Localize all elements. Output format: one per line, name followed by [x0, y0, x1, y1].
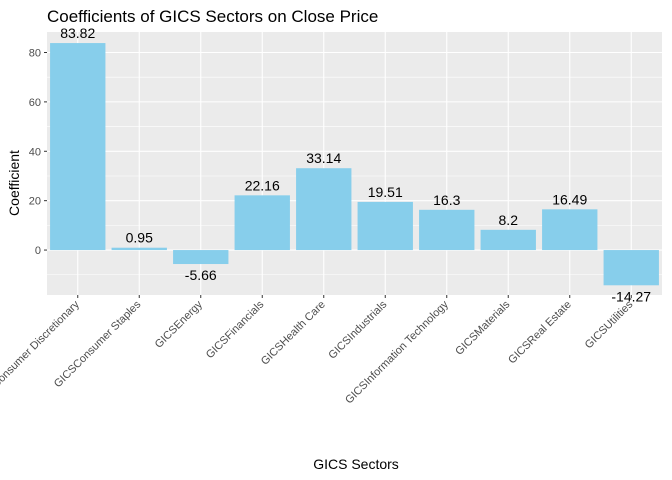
bar-value-label: 16.49 — [552, 191, 587, 207]
x-axis-title: GICS Sectors — [313, 456, 399, 472]
bar-value-label: -14.27 — [611, 288, 651, 304]
bar — [111, 247, 167, 251]
x-tick-label: GICSMaterials — [453, 298, 512, 357]
x-tick-label: GICSFinancials — [204, 298, 267, 361]
bar — [542, 209, 598, 251]
bar — [296, 168, 352, 251]
x-tick-label: GICSInformation Technology — [343, 298, 451, 406]
y-tick-label: 20 — [29, 196, 41, 208]
bar-value-label: 19.51 — [368, 184, 403, 200]
bar — [173, 250, 229, 265]
bar — [603, 250, 659, 286]
bar — [357, 201, 413, 251]
bar — [480, 229, 536, 251]
y-tick-label: 40 — [29, 146, 41, 158]
data-labels: 83.82 0.95 -5.66 22.16 33.14 19.51 16.3 8.2 16.4… — [60, 25, 651, 304]
bars — [50, 43, 659, 286]
y-tick-label: 80 — [29, 47, 41, 59]
plot-panel — [47, 32, 662, 295]
bar-value-label: 22.16 — [245, 177, 280, 193]
bar — [50, 43, 106, 251]
bar-value-label: -5.66 — [185, 267, 217, 283]
x-tick-label: GICSUtilities — [583, 298, 636, 351]
bar-value-label: 0.95 — [126, 230, 153, 246]
y-tick-label: 60 — [29, 97, 41, 109]
bar-value-label: 8.2 — [499, 212, 519, 228]
x-tick-label: GICSEnergy — [153, 298, 205, 350]
bar — [419, 209, 475, 251]
bar-value-label: 16.3 — [433, 192, 460, 208]
bar-value-label: 33.14 — [306, 150, 341, 166]
y-tick-label: 0 — [35, 245, 41, 257]
bar — [234, 195, 290, 251]
x-tick-label: GICSIndustrials — [326, 298, 389, 361]
x-tick-label: GICSHealth Care — [259, 299, 328, 368]
y-axis: 0 20 40 60 80 — [29, 47, 47, 257]
x-tick-label: GICSReal Estate — [506, 299, 574, 367]
y-axis-title: Coefficient — [6, 150, 22, 216]
chart-title: Coefficients of GICS Sectors on Close Pr… — [47, 7, 378, 26]
bar-value-label: 83.82 — [60, 25, 95, 41]
